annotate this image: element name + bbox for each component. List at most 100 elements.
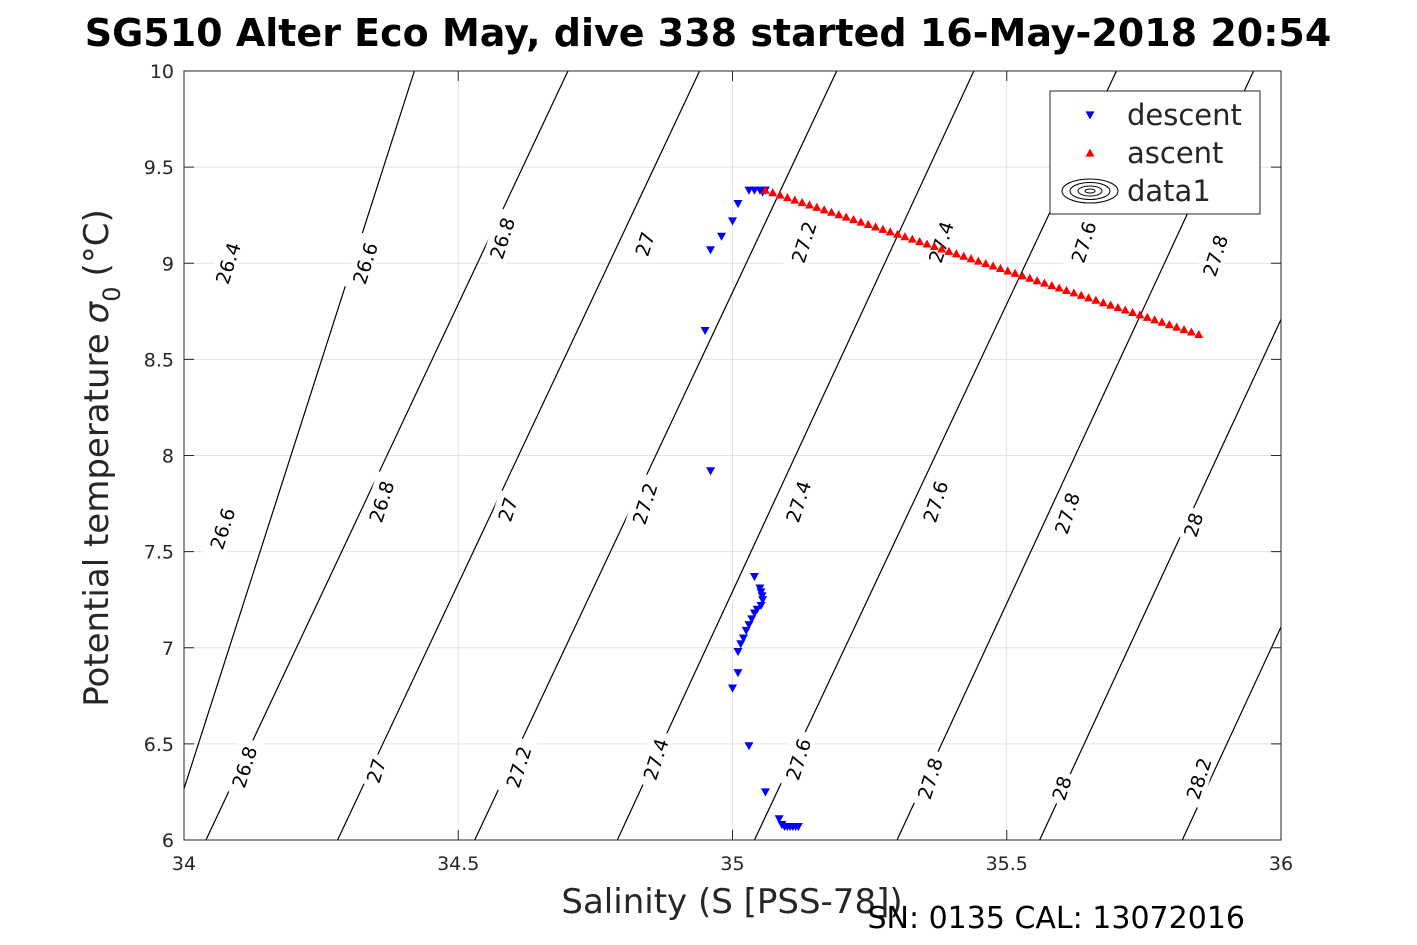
x-tick-label: 35.5	[986, 853, 1028, 875]
contour-line-26-8	[337, 71, 701, 840]
ascent-point	[819, 205, 829, 214]
contour-label-bg	[360, 471, 401, 532]
ascent-point	[1047, 281, 1057, 290]
legend-label-ascent: ascent	[1127, 136, 1223, 170]
contour-line-27-2	[616, 71, 975, 840]
ascent-point	[1164, 320, 1174, 329]
contour-label-bg	[1177, 747, 1218, 809]
contour-label: 27	[627, 224, 661, 263]
legend-contour-ring	[1061, 178, 1119, 204]
descent-point	[749, 573, 759, 582]
descent-point	[738, 634, 748, 643]
ascent-point	[1106, 300, 1116, 309]
ascent-point	[1003, 266, 1013, 275]
contour-line-26-6	[205, 71, 569, 840]
contour-label-bg	[1062, 211, 1103, 273]
contour-label-bg	[1044, 768, 1077, 807]
ascent-point	[929, 241, 939, 251]
y-tick-label: 9.5	[144, 157, 174, 179]
ascent-point	[1172, 322, 1182, 331]
ascent-point	[1179, 324, 1189, 334]
ascent-point	[1069, 288, 1079, 297]
contour-label: 28	[1044, 768, 1077, 807]
legend-contour-ring	[1077, 185, 1103, 197]
ascent-point	[1150, 315, 1160, 324]
legend-label-data1: data1	[1127, 174, 1211, 208]
ascent-point	[1142, 312, 1152, 321]
ascent-point	[768, 188, 778, 197]
ascent-point	[973, 256, 983, 265]
descent-point	[744, 742, 754, 751]
ascent-point	[1157, 317, 1167, 326]
descent-point	[728, 684, 737, 693]
ascent-point	[1010, 268, 1020, 277]
ascent-point	[1186, 327, 1196, 336]
ascent-point	[863, 219, 873, 229]
ascent-point	[1120, 305, 1130, 314]
ascent-point	[1032, 276, 1042, 285]
descent-point	[733, 669, 743, 678]
legend-contour-ring	[1069, 182, 1111, 200]
descent-point	[706, 246, 716, 255]
legend-items: descent ascent data1	[1061, 98, 1242, 208]
ascent-point	[841, 212, 851, 221]
y-axis-ticks: 6 6.5 7 7.5 8 8.5 9 9.5 10	[144, 61, 1281, 852]
descent-point	[728, 217, 737, 226]
chart-title: SG510 Alter Eco May, dive 338 started 16…	[85, 11, 1332, 55]
legend-box	[1049, 90, 1261, 215]
legend-contour-ring	[1084, 188, 1096, 194]
ascent-point	[1039, 278, 1049, 287]
descent-point	[733, 647, 743, 657]
y-axis-label-subscript: 0	[98, 286, 126, 301]
ascent-point	[988, 261, 998, 270]
ascent-point	[812, 202, 822, 211]
ascent-point	[782, 193, 792, 202]
contour-label-bg	[1194, 224, 1235, 286]
contour-line-28	[1181, 625, 1281, 840]
contour-label: 27	[358, 751, 392, 790]
ascent-point	[900, 232, 910, 241]
y-axis-label-main: Potential temperature	[77, 333, 117, 706]
legend-label-descent: descent	[1127, 98, 1242, 132]
contour-label: 26.6	[201, 497, 242, 559]
x-tick-label: 35	[720, 853, 744, 875]
legend-ascent-marker	[1085, 148, 1095, 157]
contour-label-bg	[1046, 482, 1087, 544]
ascent-point	[981, 259, 991, 268]
y-axis-label-unit: (°C)	[77, 209, 117, 276]
descent-series	[700, 186, 803, 832]
contour-label-bg	[201, 497, 242, 559]
ascent-point	[1128, 307, 1138, 316]
legend: descent ascent data1	[1049, 90, 1261, 215]
contour-label-bg	[490, 490, 523, 528]
y-tick-label: 8	[162, 446, 174, 468]
legend-descent-marker	[1085, 111, 1095, 120]
ascent-point	[1025, 273, 1035, 282]
descent-point	[700, 326, 710, 336]
ascent-point	[834, 210, 844, 219]
contour-label-bg	[497, 736, 538, 797]
x-tick-label: 34.5	[437, 853, 479, 875]
ascent-series	[760, 185, 1204, 338]
ascent-point	[1076, 290, 1086, 299]
contour-label-bg	[223, 736, 264, 797]
contour-label-bg	[1175, 505, 1209, 544]
x-axis-label: Salinity (S [PSS-78])	[561, 882, 902, 922]
ascent-point	[856, 217, 866, 226]
y-tick-label: 6	[162, 830, 174, 852]
contour-line-27	[474, 71, 838, 840]
contour-label-bg	[782, 211, 823, 273]
contour-label-bg	[206, 232, 247, 294]
ascent-point	[885, 227, 895, 236]
ascent-point	[922, 239, 932, 248]
y-axis-label-symbol: σ	[77, 300, 117, 323]
ascent-point	[995, 263, 1005, 272]
ascent-point	[804, 200, 814, 209]
contour-label-bg	[344, 232, 385, 294]
ascent-point	[827, 207, 837, 216]
ascent-point	[1054, 283, 1064, 292]
contour-label-bg	[358, 751, 392, 790]
ascent-point	[1062, 285, 1072, 294]
descent-point	[760, 788, 770, 797]
y-tick-label: 6.5	[144, 734, 174, 756]
